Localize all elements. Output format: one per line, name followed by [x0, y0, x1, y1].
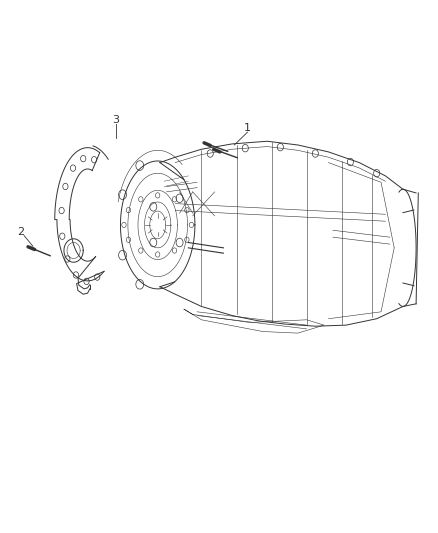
- Text: 1: 1: [244, 123, 251, 133]
- Text: 3: 3: [113, 115, 120, 125]
- Text: 2: 2: [18, 227, 25, 237]
